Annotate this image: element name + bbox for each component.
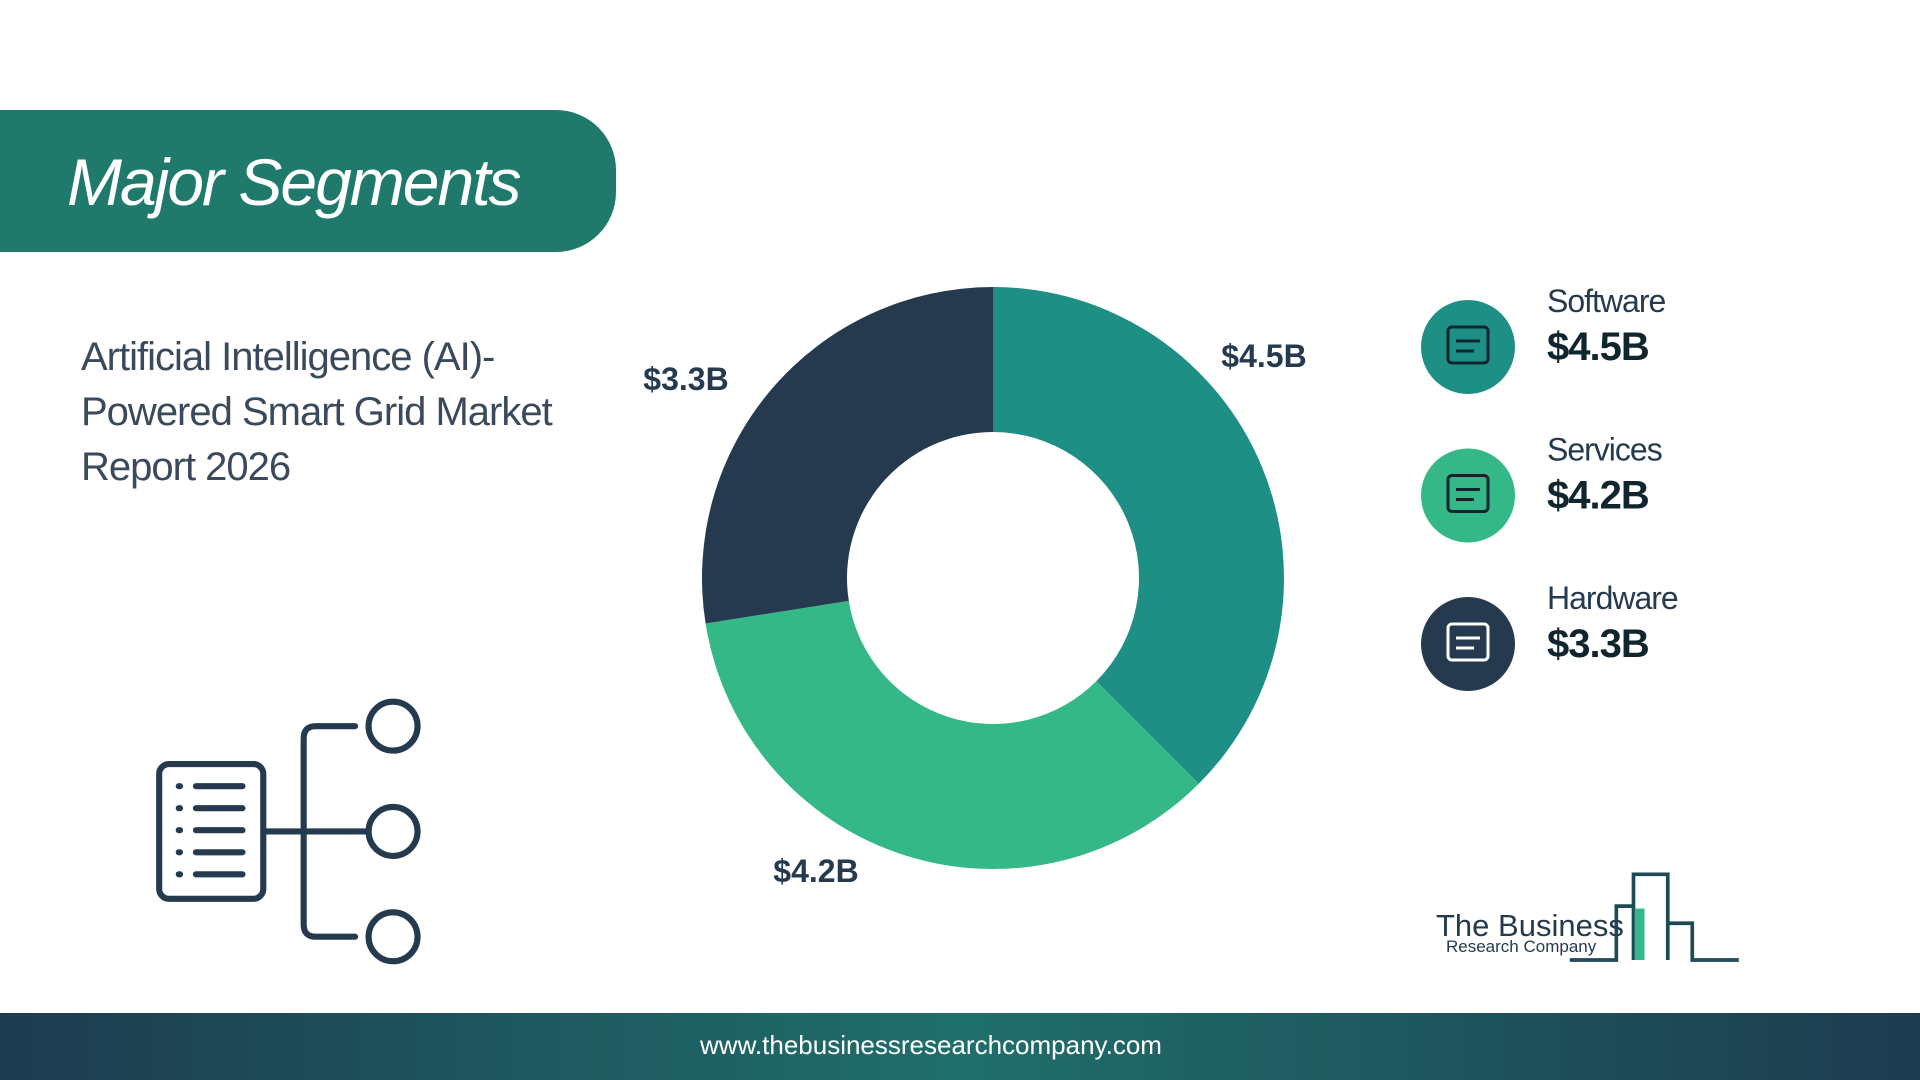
data-label: $4.5B (1221, 338, 1306, 374)
legend-icon-glyph (1446, 474, 1490, 513)
donut-segment (993, 287, 1284, 784)
legend-value: $4.2B (1547, 474, 1649, 518)
legend-item: Services $4.2B (1421, 432, 1663, 543)
legend-icon (1421, 597, 1515, 691)
logo-mark (1569, 872, 1739, 962)
legend-value: $4.5B (1547, 325, 1649, 369)
legend-icon-glyph (1446, 622, 1490, 662)
subtitle: Artificial Intelligence (AI)-Powered Sma… (81, 335, 553, 489)
title-banner (0, 110, 616, 252)
donut-segment (702, 286, 993, 624)
legend-icon (1421, 448, 1515, 543)
legend-value: $3.3B (1547, 622, 1649, 666)
logo-subname: Research Company (1446, 937, 1597, 956)
legend-label: Software (1547, 283, 1665, 319)
legend-icon-glyph (1446, 325, 1490, 365)
footer-url: www.thebusinessresearchcompany.com (699, 1030, 1162, 1060)
chart-title: Major Segments (67, 145, 521, 219)
data-label: $3.3B (643, 361, 728, 397)
legend-item: Software $4.5B (1421, 283, 1666, 394)
segments-icon (156, 698, 421, 965)
legend-icon (1421, 300, 1515, 394)
legend-label: Services (1547, 432, 1662, 468)
data-label: $4.2B (773, 853, 858, 889)
legend-label: Hardware (1547, 580, 1678, 616)
footer-bar (0, 1013, 1920, 1080)
logo-name: The Business (1436, 908, 1624, 943)
legend-item: Hardware $3.3B (1421, 580, 1679, 691)
donut-segment (705, 600, 1199, 869)
